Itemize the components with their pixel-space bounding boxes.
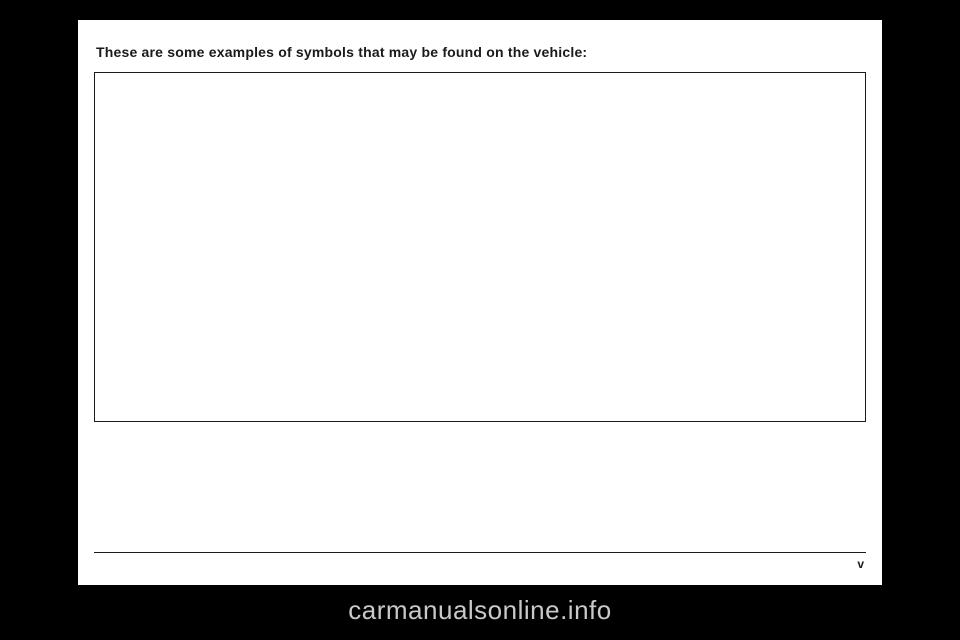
page-number: v <box>857 557 864 571</box>
footer-rule <box>94 552 866 553</box>
page-heading: These are some examples of symbols that … <box>96 44 587 60</box>
watermark-text: carmanualsonline.info <box>0 595 960 626</box>
symbols-figure-placeholder <box>94 72 866 422</box>
manual-page: These are some examples of symbols that … <box>78 20 882 585</box>
